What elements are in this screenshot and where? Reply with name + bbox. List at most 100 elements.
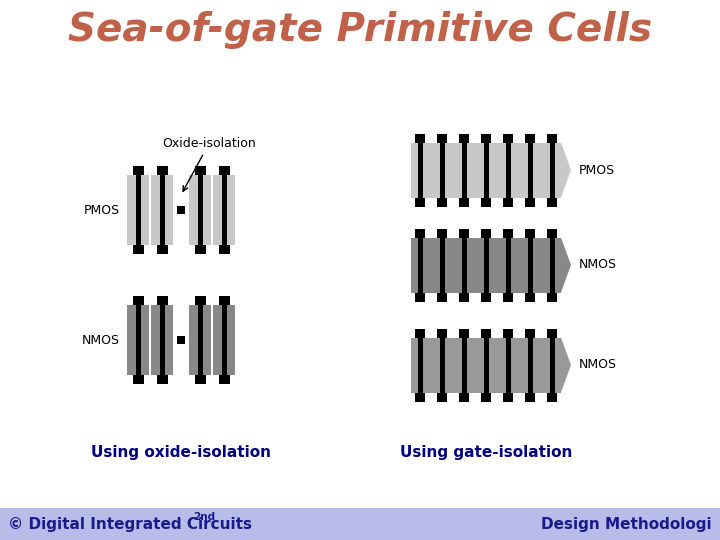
Bar (505, 133, 510, 206)
Bar (547, 293, 557, 301)
Bar (462, 133, 467, 206)
Bar (503, 328, 513, 338)
Bar (411, 338, 561, 393)
Bar (503, 393, 513, 402)
Text: © Digital Integrated Circuits: © Digital Integrated Circuits (8, 516, 252, 531)
Bar (132, 245, 143, 254)
Bar (197, 166, 202, 254)
Bar (525, 228, 535, 238)
Text: NMOS: NMOS (579, 359, 617, 372)
Bar (151, 305, 173, 375)
Bar (415, 293, 425, 301)
Bar (132, 296, 143, 305)
Bar (547, 133, 557, 143)
Bar (547, 198, 557, 206)
Bar (156, 296, 168, 305)
Bar (127, 305, 149, 375)
Bar (194, 375, 205, 384)
Bar (194, 166, 205, 175)
Text: Design Methodologi: Design Methodologi (541, 516, 712, 531)
Polygon shape (561, 143, 571, 198)
Bar (194, 245, 205, 254)
Bar (437, 198, 447, 206)
Bar (0, 508, 720, 540)
Bar (481, 328, 491, 338)
Bar (218, 296, 230, 305)
Bar (459, 393, 469, 402)
Bar (411, 143, 561, 198)
Bar (437, 228, 447, 238)
Bar (156, 375, 168, 384)
Bar (222, 166, 227, 254)
Bar (418, 133, 423, 206)
Bar (415, 133, 425, 143)
Bar (160, 166, 164, 254)
Bar (418, 328, 423, 402)
Bar (528, 328, 533, 402)
Bar (213, 175, 235, 245)
Text: PMOS: PMOS (579, 164, 615, 177)
Text: Using oxide-isolation: Using oxide-isolation (91, 444, 271, 460)
Polygon shape (561, 338, 571, 393)
Bar (189, 175, 211, 245)
Bar (549, 228, 554, 301)
Bar (547, 228, 557, 238)
Bar (503, 133, 513, 143)
Bar (194, 296, 205, 305)
Bar (127, 175, 149, 245)
Bar (189, 305, 211, 375)
Bar (151, 175, 173, 245)
Bar (503, 198, 513, 206)
Bar (218, 245, 230, 254)
Text: Oxide-isolation: Oxide-isolation (162, 137, 256, 191)
Bar (439, 133, 444, 206)
Bar (415, 198, 425, 206)
Bar (481, 293, 491, 301)
Bar (528, 228, 533, 301)
Bar (525, 393, 535, 402)
Bar (503, 228, 513, 238)
Text: PMOS: PMOS (84, 204, 120, 217)
Bar (484, 133, 488, 206)
Bar (411, 238, 561, 293)
Bar (459, 228, 469, 238)
Text: Sea-of-gate Primitive Cells: Sea-of-gate Primitive Cells (68, 11, 652, 49)
Bar (459, 198, 469, 206)
Bar (437, 293, 447, 301)
Bar (525, 328, 535, 338)
Bar (459, 328, 469, 338)
Bar (222, 296, 227, 384)
Bar (418, 228, 423, 301)
Bar (462, 228, 467, 301)
Bar (218, 375, 230, 384)
Bar (549, 328, 554, 402)
Bar (156, 166, 168, 175)
Bar (415, 393, 425, 402)
Bar (415, 228, 425, 238)
Bar (177, 206, 185, 214)
Text: NMOS: NMOS (579, 259, 617, 272)
Bar (177, 336, 185, 344)
Text: Using gate-isolation: Using gate-isolation (400, 444, 572, 460)
Bar (415, 328, 425, 338)
Bar (481, 133, 491, 143)
Bar (132, 166, 143, 175)
Bar (437, 393, 447, 402)
Bar (503, 293, 513, 301)
Bar (525, 198, 535, 206)
Bar (439, 228, 444, 301)
Bar (437, 133, 447, 143)
Bar (156, 245, 168, 254)
Bar (135, 166, 140, 254)
Bar (439, 328, 444, 402)
Text: 2nd: 2nd (193, 512, 215, 522)
Bar (213, 305, 235, 375)
Bar (459, 293, 469, 301)
Bar (547, 393, 557, 402)
Bar (481, 393, 491, 402)
Bar (459, 133, 469, 143)
Bar (549, 133, 554, 206)
Bar (462, 328, 467, 402)
Bar (218, 166, 230, 175)
Bar (525, 133, 535, 143)
